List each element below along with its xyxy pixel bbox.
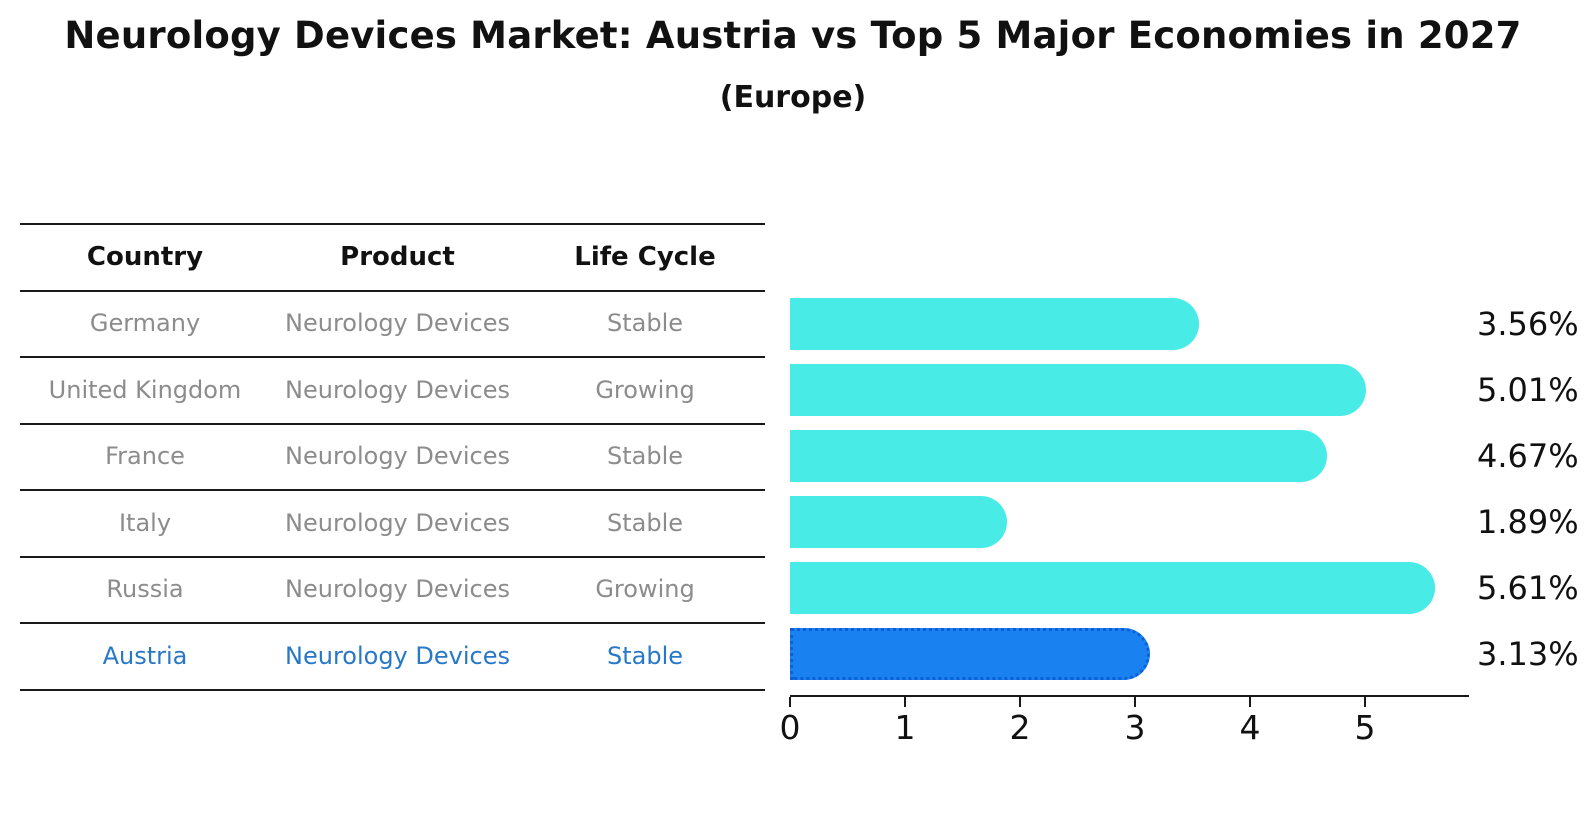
table-cell-product: Neurology Devices	[285, 508, 510, 537]
table-row-germany: Germany Neurology Devices Stable	[20, 290, 765, 356]
chart-subtitle: (Europe)	[719, 80, 867, 115]
table-row-russia: Russia Neurology Devices Growing	[20, 556, 765, 622]
country-table: Country Product Life Cycle Germany Neurol…	[20, 223, 765, 691]
bar-united-kingdom	[790, 364, 1366, 416]
table-divider-line	[20, 356, 765, 358]
x-axis-tick-label: 4	[1239, 708, 1261, 747]
table-cell-life-cycle: Stable	[606, 641, 684, 670]
table-cell-life-cycle: Stable	[606, 442, 684, 470]
x-axis-tick	[904, 697, 906, 707]
table-cell-life-cycle: Growing	[595, 575, 695, 603]
table-cell-life-cycle: Stable	[606, 508, 684, 537]
value-label-united-kingdom: 5.01%	[1477, 371, 1579, 409]
table-divider-line	[20, 290, 765, 292]
table-divider-line	[20, 622, 765, 624]
table-cell-product: Neurology Devices	[285, 309, 510, 337]
table-header-row: Country Product Life Cycle	[20, 223, 765, 290]
value-label-germany: 3.56%	[1477, 305, 1579, 343]
table-cell-product: Neurology Devices	[285, 575, 510, 603]
table-cell-country: France	[105, 442, 185, 470]
x-axis-tick	[1364, 697, 1366, 707]
x-axis-tick	[1134, 697, 1136, 707]
x-axis-tick	[1019, 697, 1021, 707]
x-axis-tick-label: 1	[894, 708, 916, 747]
table-row-france: France Neurology Devices Stable	[20, 423, 765, 489]
x-axis	[790, 695, 1469, 697]
table-divider-line	[20, 556, 765, 558]
table-divider-line	[20, 489, 765, 491]
table-cell-life-cycle: Stable	[606, 309, 684, 337]
table-divider-line	[20, 423, 765, 425]
table-cell-country: United Kingdom	[48, 375, 242, 404]
table-header-product: Product	[340, 241, 455, 272]
table-cell-life-cycle: Growing	[595, 375, 695, 404]
bar-germany	[790, 298, 1199, 350]
table-cell-country: Austria	[102, 641, 188, 670]
bar-france	[790, 430, 1327, 482]
x-axis-tick-label: 0	[779, 708, 801, 747]
table-header-life-cycle: Life Cycle	[574, 241, 716, 272]
table-row-united-kingdom: United Kingdom Neurology Devices Growing	[20, 356, 765, 423]
bar-russia	[790, 562, 1435, 614]
table-header-country: Country	[86, 241, 204, 272]
bar-italy	[790, 496, 1007, 548]
table-row-austria: Austria Neurology Devices Stable	[20, 622, 765, 689]
x-axis-tick-label: 2	[1009, 708, 1031, 747]
chart-title: Neurology Devices Market: Austria vs Top…	[64, 14, 1522, 57]
value-label-russia: 5.61%	[1477, 569, 1579, 607]
table-cell-country: Germany	[89, 309, 201, 337]
table-cell-product: Neurology Devices	[285, 641, 510, 670]
x-axis-tick-label: 5	[1354, 708, 1376, 747]
value-label-austria: 3.13%	[1477, 635, 1579, 673]
x-axis-tick-label: 3	[1124, 708, 1146, 747]
value-label-france: 4.67%	[1477, 437, 1579, 475]
table-cell-country: Russia	[106, 575, 184, 603]
x-axis-tick	[1249, 697, 1251, 707]
table-cell-product: Neurology Devices	[285, 375, 510, 404]
table-row-italy: Italy Neurology Devices Stable	[20, 489, 765, 556]
value-label-italy: 1.89%	[1477, 503, 1579, 541]
x-axis-tick	[789, 697, 791, 707]
bar-austria	[790, 628, 1150, 680]
table-divider-line	[20, 689, 765, 691]
table-cell-country: Italy	[118, 508, 172, 537]
table-cell-product: Neurology Devices	[285, 442, 510, 470]
table-divider-line	[20, 223, 765, 225]
